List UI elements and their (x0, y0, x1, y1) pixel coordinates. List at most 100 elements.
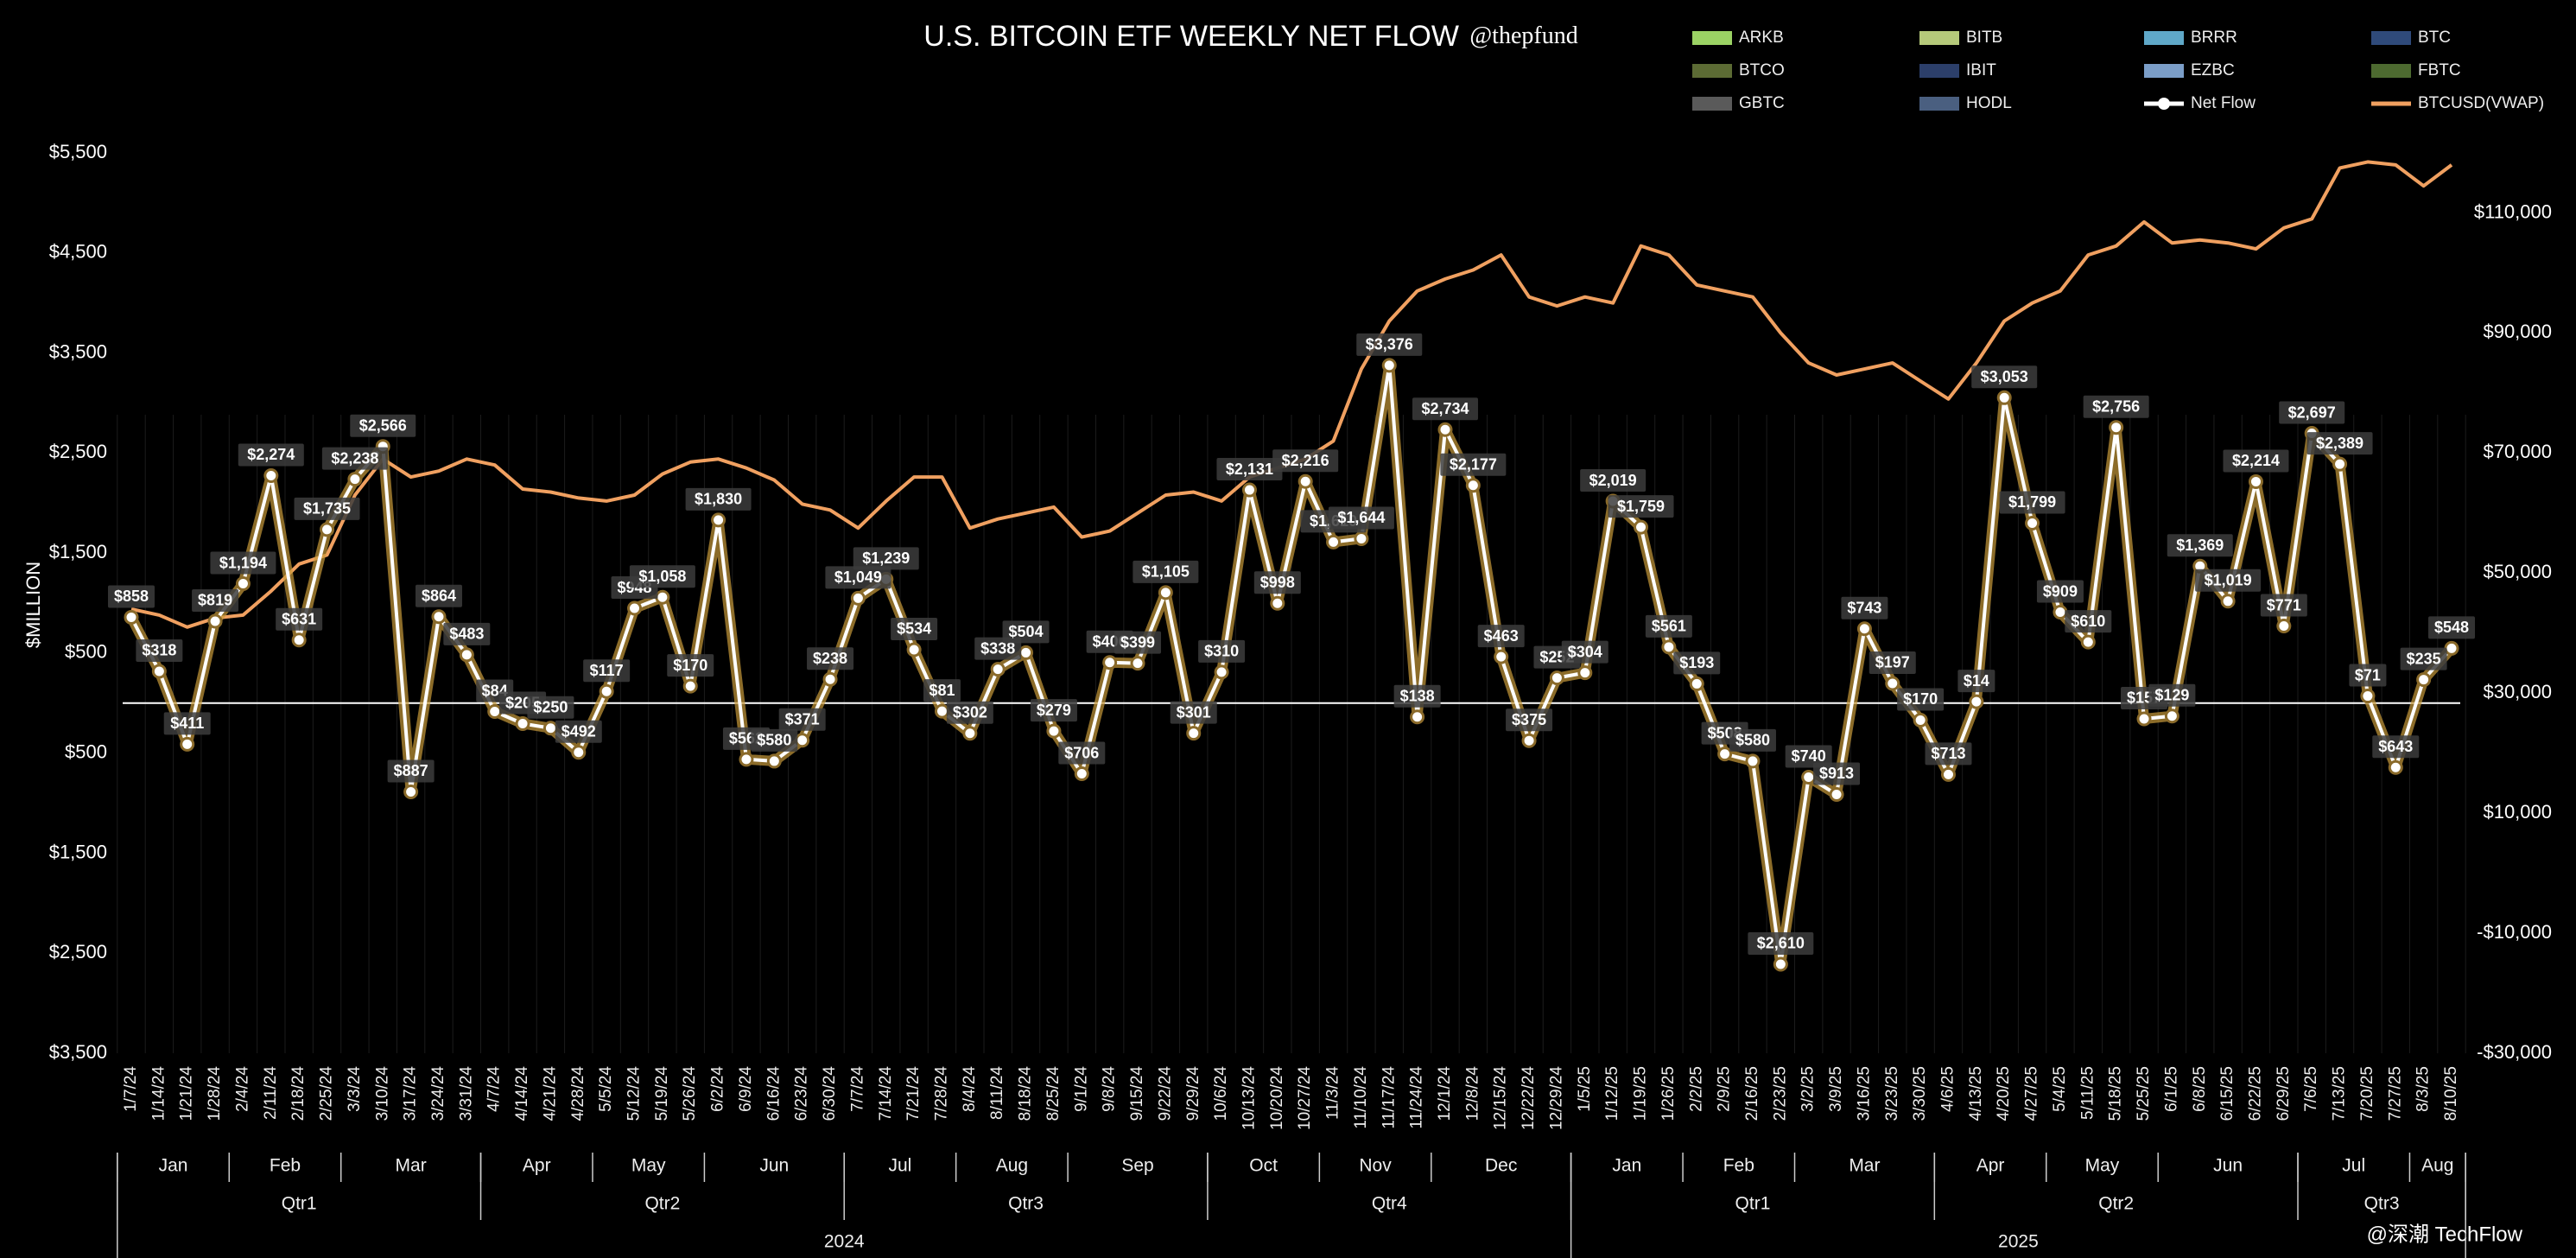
net-flow-point (1913, 712, 1928, 727)
legend-label: FBTC (2418, 61, 2461, 79)
value-label: $483 (449, 626, 484, 643)
x-tick-label: 5/25/25 (2135, 1066, 2153, 1121)
net-flow-point (1326, 534, 1342, 550)
net-flow-point (403, 784, 419, 799)
y-tick-label: $2,500 (49, 441, 107, 462)
value-label-box (1133, 560, 1199, 583)
legend-swatch (2371, 64, 2411, 78)
value-label: $117 (590, 662, 624, 679)
legend-label: BITB (1966, 29, 2002, 47)
value-label-box (778, 708, 826, 731)
legend-label: BTCUSD(VWAP) (2418, 94, 2544, 112)
value-label-box (1729, 728, 1776, 752)
legend-label: HODL (1966, 94, 2012, 112)
value-label: $610 (2071, 613, 2105, 630)
value-label-box (108, 585, 155, 608)
legend-label: BRRR (2191, 29, 2237, 47)
value-label-box (807, 647, 854, 670)
value-label-box (2148, 683, 2196, 707)
x-tick-label: 12/22/24 (1520, 1066, 1538, 1130)
value-label: $561 (1652, 618, 1686, 635)
net-flow-point (1773, 956, 1788, 972)
net-flow-point (2248, 473, 2263, 489)
value-label: $310 (1204, 643, 1239, 660)
legend-swatch (1692, 97, 1732, 111)
value-label: $909 (2043, 582, 2078, 600)
x-tick-label: 6/9/24 (737, 1066, 755, 1112)
x-tick-label: 7/7/24 (848, 1066, 866, 1112)
value-label-box (1645, 614, 1692, 638)
value-label: $2,177 (1450, 455, 1497, 473)
value-label: $743 (1847, 600, 1881, 617)
value-label: $643 (2378, 738, 2413, 755)
value-label-box (1393, 684, 1441, 708)
net-flow-point (1940, 766, 1956, 782)
x-tick-label: 6/30/24 (821, 1066, 839, 1121)
x-tick-label: 3/31/24 (457, 1066, 475, 1121)
net-flow-point (1856, 621, 1872, 637)
net-flow-point (263, 467, 279, 483)
x-tick-label: 7/13/25 (2331, 1066, 2349, 1121)
value-label: $375 (1512, 711, 1546, 728)
value-label: $170 (673, 657, 707, 674)
net-flow-point (2276, 619, 2292, 634)
x-tick-label: 5/4/25 (2051, 1066, 2069, 1112)
value-label-box (2349, 664, 2387, 687)
month-label: Aug (2421, 1156, 2453, 1176)
x-tick-label: 4/13/25 (1967, 1066, 1985, 1121)
month-label: Jun (2213, 1156, 2243, 1176)
value-label-box (2372, 735, 2420, 759)
x-tick-label: 3/9/25 (1827, 1066, 1845, 1112)
value-label: $706 (1064, 744, 1099, 761)
value-label-box (1216, 458, 1283, 481)
net-flow-point (1214, 664, 1229, 680)
x-tick-label: 12/1/24 (1436, 1066, 1454, 1121)
y2-tick-label: -$30,000 (2477, 1041, 2552, 1063)
value-label: $2,756 (2092, 397, 2140, 415)
value-label-box (1925, 742, 1972, 766)
net-flow-point (2136, 711, 2152, 727)
x-tick-label: 11/10/24 (1352, 1066, 1370, 1129)
x-tick-label: 3/3/24 (346, 1066, 364, 1112)
value-label: $463 (1484, 627, 1519, 645)
net-flow-point (1521, 733, 1537, 748)
quarter-label: Qtr2 (2098, 1194, 2134, 1214)
net-flow-point (1745, 753, 1761, 769)
x-tick-label: 7/20/25 (2358, 1066, 2376, 1121)
value-label-box (2223, 449, 2289, 473)
x-tick-label: 10/6/24 (1212, 1066, 1230, 1121)
value-label: $304 (1568, 643, 1602, 660)
value-label-box (853, 547, 919, 570)
value-label: $238 (813, 650, 847, 667)
value-label-box (1785, 745, 1832, 768)
month-label: Jun (759, 1156, 789, 1176)
month-label: Jul (2342, 1156, 2365, 1176)
x-tick-label: 11/17/24 (1380, 1066, 1398, 1129)
value-label: $1,019 (2205, 572, 2252, 589)
legend-label: BTC (2418, 29, 2451, 47)
chart-title: U.S. BITCOIN ETF WEEKLY NET FLOW @thepfu… (923, 20, 1577, 53)
quarter-label: Qtr3 (1008, 1194, 1044, 1214)
x-tick-label: 7/21/24 (904, 1066, 923, 1121)
x-tick-label: 5/5/24 (597, 1066, 615, 1112)
value-label: $3,376 (1366, 336, 1413, 353)
x-tick-label: 2/9/25 (1716, 1066, 1734, 1112)
net-flow-point (655, 589, 670, 605)
x-tick-label: 10/13/24 (1240, 1066, 1258, 1130)
x-tick-label: 6/23/24 (793, 1066, 811, 1121)
x-tick-label: 8/11/24 (988, 1066, 1006, 1120)
value-label: $864 (422, 587, 456, 604)
x-tick-label: 6/1/25 (2162, 1066, 2180, 1112)
legend-label: Net Flow (2191, 94, 2256, 112)
value-label: $2,019 (1589, 472, 1637, 489)
value-label-box (1957, 670, 1995, 693)
legend-swatch (2371, 31, 2411, 45)
net-flow-point (1130, 656, 1145, 671)
x-tick-label: 1/14/24 (149, 1066, 168, 1121)
net-flow-point (1354, 531, 1369, 546)
value-label: $2,216 (1282, 452, 1329, 469)
x-tick-label: 3/23/25 (1883, 1066, 1901, 1121)
net-flow-point (180, 736, 195, 752)
month-label: Feb (1723, 1156, 1754, 1176)
value-label-box (527, 696, 574, 719)
